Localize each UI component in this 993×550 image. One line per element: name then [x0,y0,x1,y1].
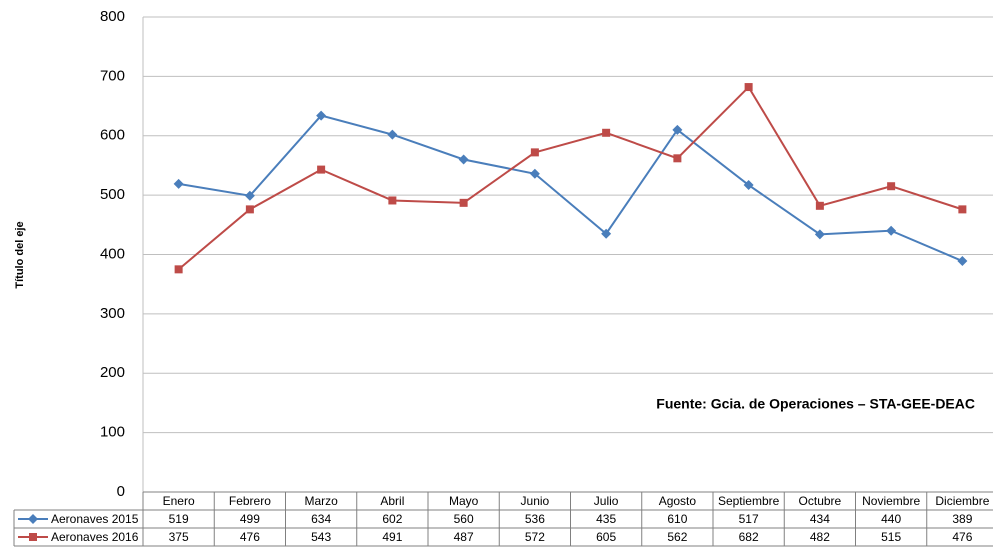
x-tick-label: Abril [380,494,404,508]
table-cell: 605 [596,530,616,544]
annotation: Fuente: Gcia. de Operaciones – STA-GEE-D… [656,396,975,412]
marker [244,190,255,201]
marker [958,205,967,214]
marker [245,205,254,214]
series-line [178,114,963,262]
marker [601,228,612,239]
marker [316,110,327,121]
y-tick-label: 200 [100,364,125,381]
y-tick-label: 0 [117,483,125,500]
legend-label: Aeronaves 2015 [51,512,139,526]
y-tick-label: 800 [100,8,125,25]
marker [814,229,825,240]
series-line [177,85,963,271]
marker [602,128,611,137]
legend-marker [28,514,38,524]
marker [317,165,326,174]
y-tick-label: 500 [100,186,125,203]
table-cell: 491 [382,530,402,544]
x-tick-label: Octubre [799,494,842,508]
table-cell: 634 [311,512,331,526]
y-tick-label: 700 [100,67,125,84]
x-tick-label: Enero [163,494,195,508]
table-cell: 389 [952,512,972,526]
table-cell: 572 [525,530,545,544]
y-tick-label: 400 [100,245,125,262]
marker [957,256,968,267]
table-cell: 562 [667,530,687,544]
x-tick-label: Agosto [659,494,697,508]
table-cell: 375 [169,530,189,544]
marker [458,154,469,165]
table-cell: 519 [169,512,189,526]
marker [886,225,897,236]
table-cell: 536 [525,512,545,526]
y-axis-title: Título del eje [14,221,26,288]
table-cell: 517 [739,512,759,526]
x-tick-label: Marzo [304,494,338,508]
table-cell: 499 [240,512,260,526]
x-tick-label: Noviembre [862,494,920,508]
x-tick-label: Febrero [229,494,271,508]
marker [815,201,824,210]
y-tick-label: 300 [100,305,125,322]
marker [459,198,468,207]
legend-marker [29,533,37,541]
table-cell: 482 [810,530,830,544]
marker [173,178,184,189]
marker [673,154,682,163]
marker [743,180,754,191]
table-cell: 476 [240,530,260,544]
table-cell: 440 [881,512,901,526]
marker [887,182,896,191]
table-cell: 610 [667,512,687,526]
table-cell: 476 [952,530,972,544]
table-cell: 435 [596,512,616,526]
table-cell: 560 [454,512,474,526]
marker [387,129,398,140]
marker [530,148,539,157]
y-tick-label: 100 [100,424,125,441]
table-cell: 602 [382,512,402,526]
marker [529,168,540,179]
table-cell: 434 [810,512,830,526]
marker [744,83,753,92]
marker [174,265,183,274]
table-cell: 543 [311,530,331,544]
table-cell: 682 [739,530,759,544]
table-cell: 487 [454,530,474,544]
x-tick-label: Diciembre [935,494,989,508]
x-tick-label: Septiembre [718,494,780,508]
x-tick-label: Julio [594,494,619,508]
x-tick-label: Mayo [449,494,479,508]
legend-label: Aeronaves 2016 [51,530,139,544]
marker [672,124,683,135]
y-tick-label: 600 [100,127,125,144]
x-tick-label: Junio [521,494,550,508]
marker [388,196,397,205]
table-cell: 515 [881,530,901,544]
